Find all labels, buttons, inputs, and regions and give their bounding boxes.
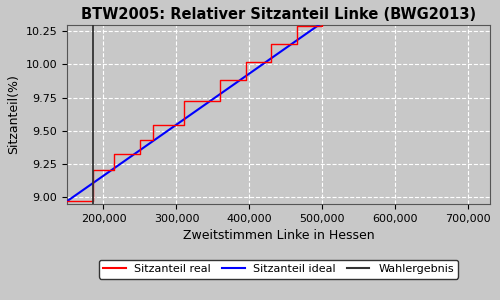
Y-axis label: Sitzanteil(%): Sitzanteil(%) (7, 74, 20, 154)
Title: BTW2005: Relativer Sitzanteil Linke (BWG2013): BTW2005: Relativer Sitzanteil Linke (BWG… (81, 7, 476, 22)
X-axis label: Zweitstimmen Linke in Hessen: Zweitstimmen Linke in Hessen (183, 229, 374, 242)
Legend: Sitzanteil real, Sitzanteil ideal, Wahlergebnis: Sitzanteil real, Sitzanteil ideal, Wahle… (99, 260, 459, 279)
